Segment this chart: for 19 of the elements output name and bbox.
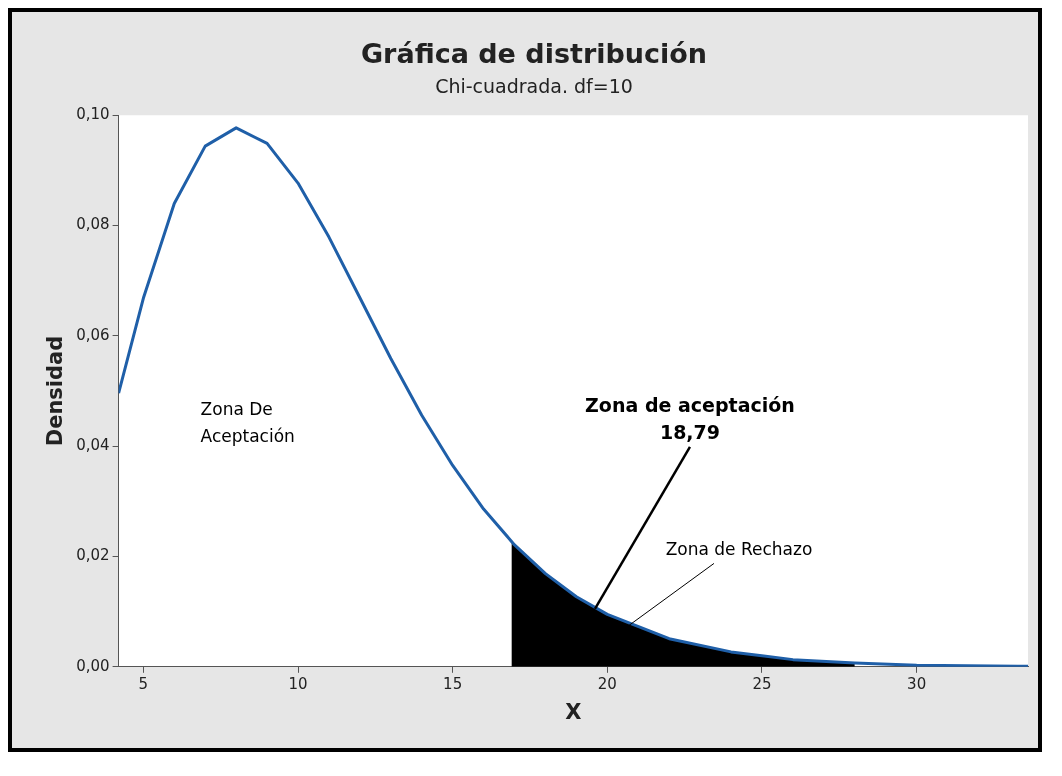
annotation: Zona De Aceptación	[200, 399, 295, 447]
x-tick-label: 20	[597, 674, 617, 693]
x-tick-label: 5	[138, 674, 149, 693]
chart-subtitle: Chi-cuadrada. df=10	[435, 74, 633, 97]
x-tick-label: 25	[752, 674, 772, 693]
y-tick-label: 0,06	[76, 325, 110, 344]
y-tick-label: 0,04	[76, 436, 110, 455]
annotation: Zona de Rechazo	[665, 539, 813, 560]
annotation: Zona de aceptación 18,79	[585, 393, 795, 443]
y-tick-label: 0,08	[76, 215, 110, 234]
y-axis-title: Densidad	[43, 335, 68, 447]
x-tick-label: 30	[907, 674, 927, 693]
x-tick-label: 15	[443, 674, 463, 693]
x-tick-label: 10	[288, 674, 308, 693]
x-axis-title: X	[565, 699, 582, 724]
y-tick-label: 0,10	[76, 105, 110, 124]
chart-title: Gráfica de distribución	[360, 38, 708, 70]
y-tick-label: 0,00	[76, 656, 110, 675]
y-tick-label: 0,02	[76, 546, 110, 565]
